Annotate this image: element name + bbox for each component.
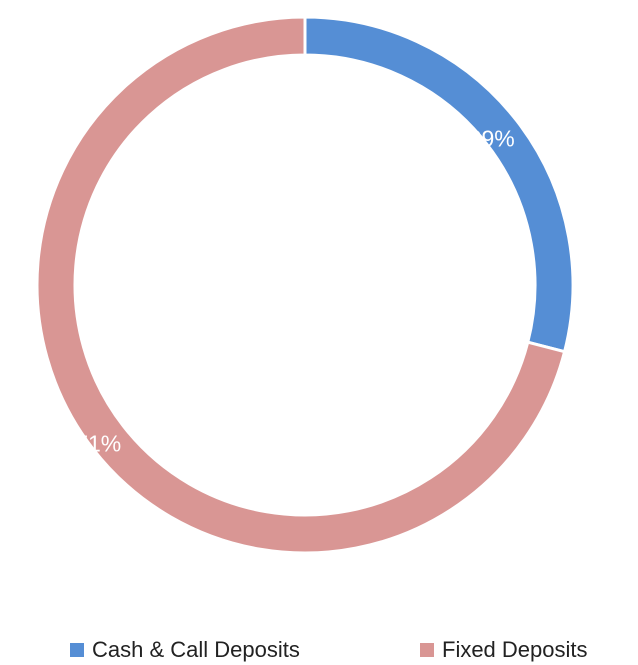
legend-label: Cash & Call Deposits bbox=[92, 637, 300, 662]
donut-segment bbox=[303, 15, 575, 354]
legend-label: Fixed Deposits bbox=[442, 637, 588, 662]
legend-swatch bbox=[420, 643, 434, 657]
data-label: 71% bbox=[75, 431, 121, 457]
data-label: 29% bbox=[469, 125, 515, 151]
legend-swatch bbox=[70, 643, 84, 657]
donut-segment bbox=[35, 15, 567, 555]
